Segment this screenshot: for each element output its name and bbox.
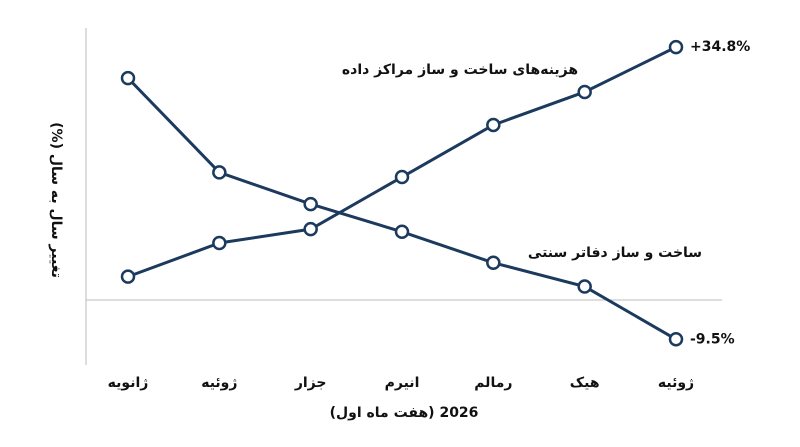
point	[303, 196, 318, 212]
point	[668, 332, 684, 347]
point	[577, 279, 592, 294]
x-tick-label: ژوئیه	[658, 375, 694, 391]
point	[394, 224, 410, 240]
point	[486, 255, 501, 271]
x-tick-label: هیک	[570, 375, 600, 391]
x-tick-label: جزار	[294, 375, 327, 391]
point	[120, 269, 136, 284]
point	[668, 39, 684, 55]
value-label: -9.5%	[690, 331, 735, 347]
y-axis-label: تغییر سال به سال (%)	[48, 122, 64, 278]
point	[120, 70, 136, 86]
x-axis-label: 2026 (هفت ماه اول)	[330, 405, 479, 421]
point	[303, 221, 318, 237]
x-tick-label: رمالم	[474, 375, 512, 391]
point	[577, 84, 592, 100]
series-label: ساخت و ساز دفاتر سنتی	[528, 245, 702, 261]
x-tick-label: ژوئیه	[201, 375, 237, 391]
x-tick-label: ژانویه	[108, 375, 149, 391]
value-label: +34.8%	[690, 39, 750, 55]
x-tick-label: انیرم	[385, 375, 420, 391]
point	[212, 165, 227, 180]
series-label: هزینه‌های ساخت و ساز مراکز داده	[342, 62, 578, 78]
point	[486, 117, 501, 133]
point	[394, 169, 410, 185]
point	[212, 235, 227, 251]
